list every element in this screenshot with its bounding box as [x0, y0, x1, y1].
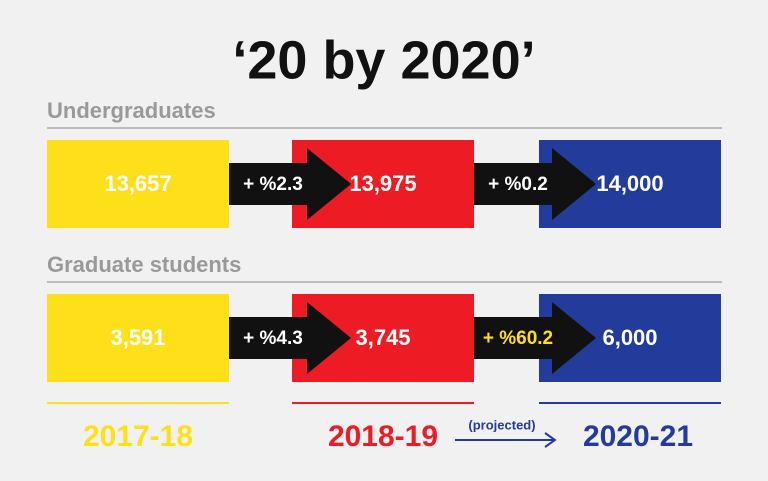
- value-label: 14,000: [596, 171, 663, 196]
- change-label: + %2.3: [243, 174, 303, 195]
- change-arrow: [229, 148, 351, 220]
- year-label: 2018-19: [328, 420, 438, 453]
- projected-arrow-head: [544, 432, 557, 448]
- year-label: 2020-21: [583, 420, 693, 453]
- value-label: 13,975: [349, 171, 416, 196]
- value-label: 3,591: [110, 325, 165, 350]
- change-label: + %0.2: [488, 174, 548, 195]
- change-label: + %4.3: [243, 328, 303, 349]
- section-label: Undergraduates: [47, 98, 216, 123]
- value-label: 3,745: [355, 325, 410, 350]
- change-label: + %60.2: [483, 328, 553, 349]
- year-label: 2017-18: [83, 420, 193, 453]
- projected-note: (projected): [468, 417, 535, 432]
- change-arrow: [229, 302, 351, 374]
- section-label: Graduate students: [47, 252, 241, 277]
- title: ‘20 by 2020’: [232, 30, 535, 90]
- value-box: [47, 294, 229, 382]
- change-arrow: [474, 148, 596, 220]
- value-label: 6,000: [602, 325, 657, 350]
- change-arrow: [474, 302, 596, 374]
- value-label: 13,657: [104, 171, 171, 196]
- value-box: [47, 140, 229, 228]
